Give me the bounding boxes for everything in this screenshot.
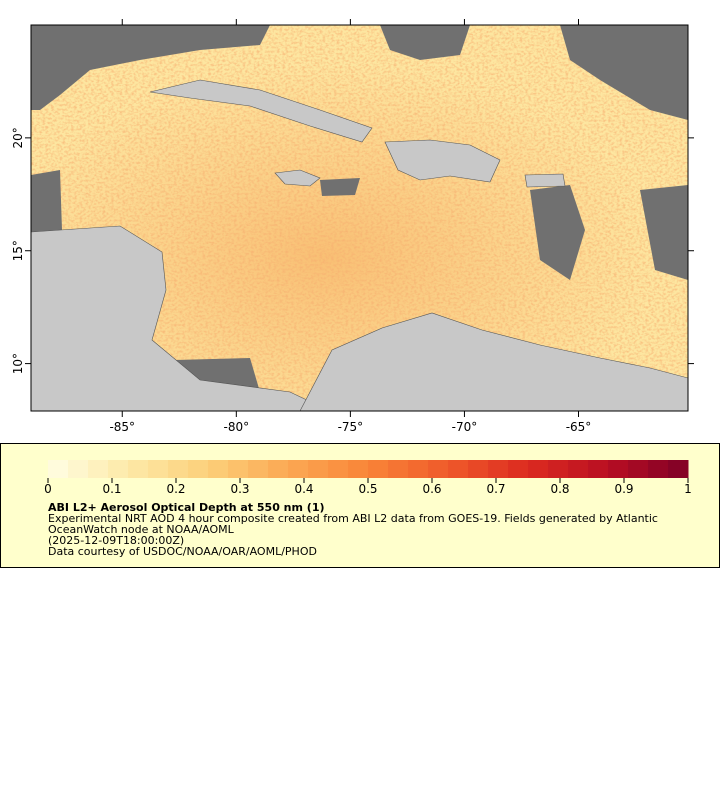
legend-credit: Data courtesy of USDOC/NOAA/OAR/AOML/PHO… [48, 545, 317, 558]
colorbar-segment [308, 460, 329, 478]
colorbar-segment [568, 460, 589, 478]
y-tick-label: 20° [11, 127, 25, 148]
colorbar-segment [88, 460, 109, 478]
colorbar-segment [448, 460, 469, 478]
colorbar-segment [408, 460, 429, 478]
x-tick-label: -85° [109, 420, 135, 434]
colorbar-tick-label: 0.1 [102, 482, 121, 496]
colorbar-segment [668, 460, 689, 478]
y-tick-label: 15° [11, 240, 25, 261]
colorbar-tick-label: 0.8 [550, 482, 569, 496]
colorbar-segment [208, 460, 229, 478]
colorbar-segment [468, 460, 489, 478]
legend-description: Experimental NRT AOD 4 hour composite cr… [48, 512, 658, 525]
colorbar-segment [148, 460, 169, 478]
legend-time: (2025-12-09T18:00:00Z) [48, 534, 184, 547]
colorbar-tick-label: 0.4 [294, 482, 313, 496]
colorbar-segment [588, 460, 609, 478]
colorbar-tick-label: 1 [684, 482, 692, 496]
colorbar-segment [348, 460, 369, 478]
x-tick-label: -65° [566, 420, 592, 434]
map-frame [30, 24, 689, 412]
colorbar-tick-label: 0 [44, 482, 52, 496]
colorbar-segment [388, 460, 409, 478]
colorbar-segment [68, 460, 89, 478]
colorbar-segment [108, 460, 129, 478]
x-tick-label: -75° [338, 420, 364, 434]
colorbar-segment [228, 460, 249, 478]
x-tick-label: -70° [452, 420, 478, 434]
colorbar-segment [628, 460, 649, 478]
colorbar-segment [428, 460, 449, 478]
cloud-mask [31, 25, 688, 395]
colorbar-tick-label: 0.6 [422, 482, 441, 496]
colorbar-segment [288, 460, 309, 478]
colorbar-segment [328, 460, 349, 478]
colorbar-tick-label: 0.7 [486, 482, 505, 496]
colorbar-tick-label: 0.5 [358, 482, 377, 496]
colorbar-segment [368, 460, 389, 478]
x-tick-label: -80° [224, 420, 250, 434]
colorbar-tick-label: 0.3 [230, 482, 249, 496]
colorbar-segment [168, 460, 189, 478]
colorbar-segment [608, 460, 629, 478]
colorbar-tick-label: 0.2 [166, 482, 185, 496]
colorbar-segment [268, 460, 289, 478]
legend-description: OceanWatch node at NOAA/AOML [48, 523, 235, 536]
colorbar-segment [48, 460, 69, 478]
land [31, 79, 688, 411]
colorbar-segment [648, 460, 669, 478]
colorbar-tick-label: 0.9 [614, 482, 633, 496]
legend-title: ABI L2+ Aerosol Optical Depth at 550 nm … [48, 501, 325, 514]
y-tick-label: 10° [11, 353, 25, 374]
colorbar-segment [248, 460, 269, 478]
aod-map [31, 25, 688, 411]
colorbar-segment [548, 460, 569, 478]
colorbar-segment [508, 460, 529, 478]
colorbar-segment [528, 460, 549, 478]
colorbar-segment [128, 460, 149, 478]
colorbar-segment [488, 460, 509, 478]
colorbar-segment [188, 460, 209, 478]
